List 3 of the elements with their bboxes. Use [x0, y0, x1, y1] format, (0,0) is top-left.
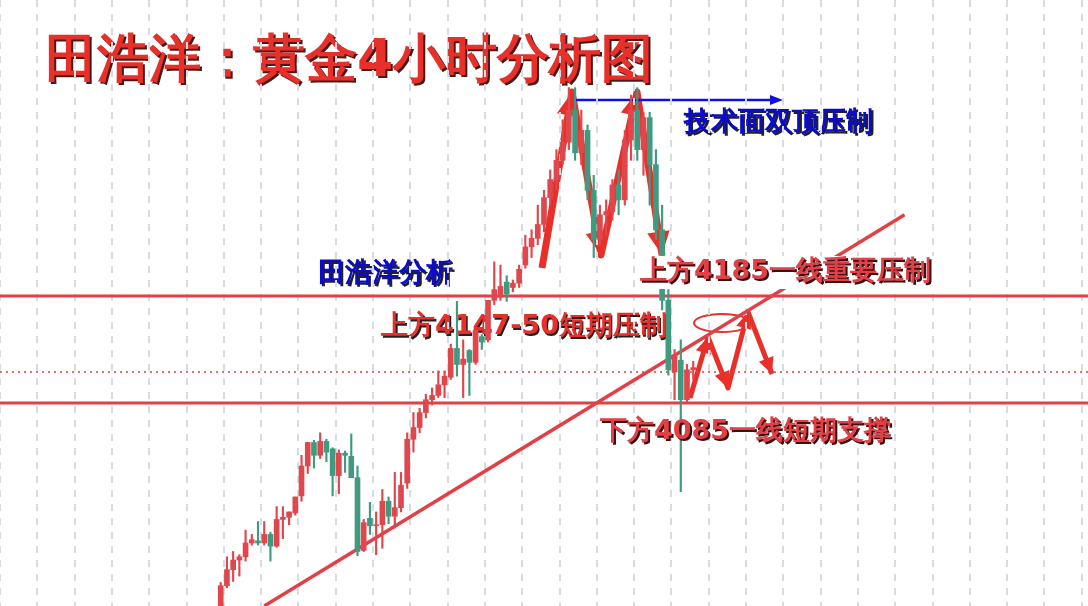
annotation: 技术面双顶压制 — [684, 105, 873, 137]
annotation: 田浩洋分析 — [318, 256, 453, 288]
ref-line-label: 上方4185一线重要压制 — [641, 256, 934, 288]
